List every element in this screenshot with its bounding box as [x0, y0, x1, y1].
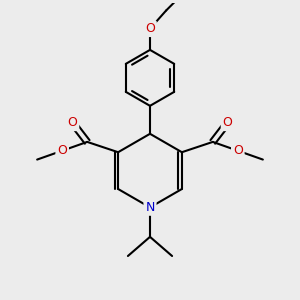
Text: O: O	[223, 116, 232, 129]
Text: O: O	[145, 22, 155, 35]
Text: O: O	[57, 144, 67, 157]
Text: O: O	[68, 116, 77, 129]
Text: O: O	[233, 144, 243, 157]
Text: N: N	[145, 201, 155, 214]
